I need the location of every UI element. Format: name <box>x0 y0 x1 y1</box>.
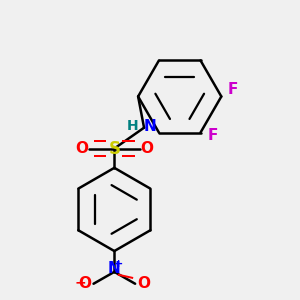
Text: −: − <box>74 275 86 289</box>
Text: O: O <box>138 276 151 291</box>
Text: F: F <box>228 82 238 97</box>
Text: +: + <box>114 260 123 269</box>
Text: O: O <box>75 141 88 156</box>
Text: N: N <box>108 261 121 276</box>
Text: O: O <box>78 276 91 291</box>
Text: F: F <box>207 128 218 143</box>
Text: H: H <box>126 119 138 133</box>
Text: S: S <box>108 140 120 158</box>
Text: O: O <box>140 141 154 156</box>
Text: N: N <box>144 119 156 134</box>
